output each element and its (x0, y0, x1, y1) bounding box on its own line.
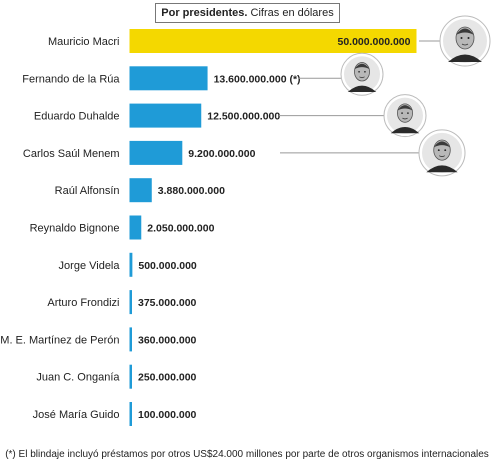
value-label: 3.880.000.000 (158, 185, 225, 197)
category-label: Mauricio Macri (48, 36, 120, 48)
category-label: Reynaldo Bignone (30, 223, 120, 235)
value-label: 500.000.000 (138, 260, 197, 272)
value-label: 13.600.000.000 (*) (214, 73, 301, 85)
value-label: 375.000.000 (138, 297, 197, 309)
highlight-bar (129, 29, 417, 53)
portrait-menem-icon (418, 129, 466, 177)
bar (129, 178, 152, 203)
bar (129, 327, 132, 352)
chart-header-rest: Cifras en dólares (250, 7, 334, 19)
value-label: 100.000.000 (138, 409, 197, 421)
bar (129, 215, 142, 240)
bar (129, 364, 132, 389)
footnote: (*) El blindaje incluyó préstamos por ot… (5, 449, 489, 460)
bar (129, 66, 208, 91)
bar (129, 103, 202, 128)
value-label: 12.500.000.000 (207, 111, 280, 123)
category-label: Juan C. Onganía (36, 372, 120, 384)
category-label: Jorge Videla (59, 260, 121, 272)
bar (129, 290, 132, 315)
category-label: Carlos Saúl Menem (23, 148, 120, 160)
portrait-macri-icon (439, 15, 491, 67)
bar (129, 402, 132, 426)
portrait-delarua-icon (340, 52, 384, 96)
value-label: 2.050.000.000 (147, 223, 214, 235)
value-label: 50.000.000.000 (338, 36, 411, 48)
bar (129, 252, 133, 277)
bar (129, 140, 183, 165)
portrait-duhalde-icon (383, 94, 427, 138)
value-label: 9.200.000.000 (188, 148, 255, 160)
category-label: M. E. Martínez de Perón (0, 334, 119, 346)
category-label: Eduardo Duhalde (34, 111, 120, 123)
category-label: Fernando de la Rúa (22, 73, 120, 85)
value-label: 360.000.000 (138, 334, 197, 346)
category-label: Raúl Alfonsín (55, 185, 120, 197)
chart-header-bold: Por presidentes. (161, 7, 248, 19)
value-label: 250.000.000 (138, 372, 197, 384)
chart-header: Por presidentes. Cifras en dólares (155, 3, 340, 23)
category-label: José María Guido (33, 409, 120, 421)
category-label: Arturo Frondizi (47, 297, 119, 309)
